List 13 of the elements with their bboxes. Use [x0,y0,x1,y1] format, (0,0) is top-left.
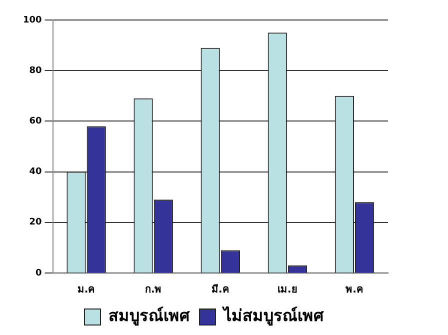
legend-label: สมบูรณ์เพศ [108,306,190,328]
y-tick-label: 0 [36,268,42,278]
y-tick-label: 80 [29,66,42,76]
x-tick-label: มี.ค [211,284,230,296]
x-tick-label: พ.ค [346,284,364,296]
x-tick-label: ก.พ [144,284,162,296]
y-tick-label: 100 [22,15,42,26]
y-tick-label: 20 [29,218,42,228]
x-tick-label: เม.ย [278,284,298,296]
y-tick-label: 60 [29,116,42,127]
y-tick-label: 40 [29,167,42,178]
legend-label: ไม่สมบูรณ์เพศ [222,306,324,328]
x-tick-label: ม.ค [77,284,96,296]
